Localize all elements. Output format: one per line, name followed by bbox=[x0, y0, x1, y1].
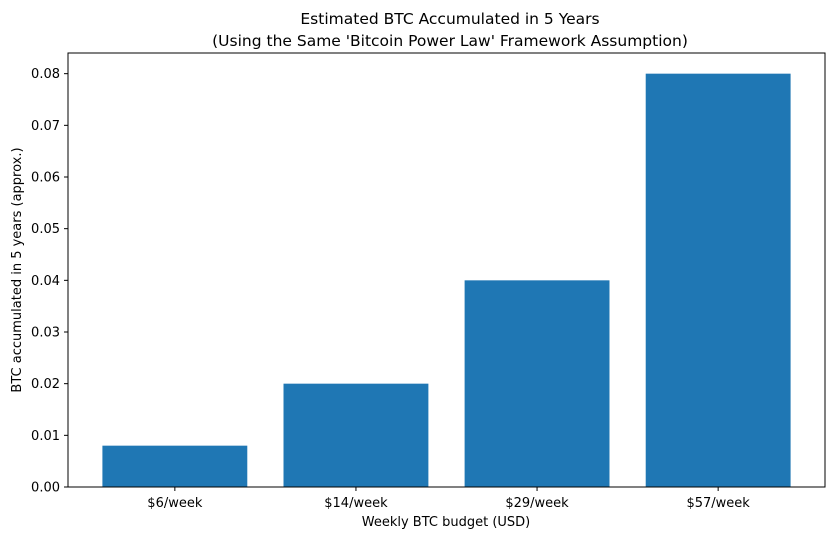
x-tick-label: $14/week bbox=[324, 496, 388, 511]
y-axis-label: BTC accumulated in 5 years (approx.) bbox=[10, 147, 25, 392]
y-tick-label: 0.03 bbox=[31, 326, 60, 341]
bar bbox=[283, 383, 429, 487]
chart-title: Estimated BTC Accumulated in 5 Years bbox=[300, 10, 599, 28]
bar bbox=[464, 280, 610, 487]
plot-frame bbox=[67, 52, 826, 488]
x-tick-label: $57/week bbox=[686, 496, 750, 511]
x-tick-label: $29/week bbox=[505, 496, 569, 511]
y-tick-label: 0.06 bbox=[31, 171, 60, 186]
bar bbox=[645, 73, 791, 488]
x-axis-label: Weekly BTC budget (USD) bbox=[362, 515, 531, 530]
y-tick-label: 0.04 bbox=[31, 274, 60, 289]
bar bbox=[102, 445, 248, 487]
y-tick-label: 0.07 bbox=[31, 119, 60, 134]
chart-subtitle: (Using the Same 'Bitcoin Power Law' Fram… bbox=[212, 32, 688, 50]
y-tick-label: 0.00 bbox=[31, 481, 60, 496]
x-tick-label: $6/week bbox=[147, 496, 203, 511]
bars-group bbox=[102, 73, 791, 488]
y-axis: 0.00 0.01 0.02 0.03 0.04 0.05 0.06 0.07 0.08 bbox=[31, 67, 68, 496]
y-tick-label: 0.05 bbox=[31, 222, 60, 237]
y-tick-label: 0.02 bbox=[31, 377, 60, 392]
y-tick-label: 0.01 bbox=[31, 429, 60, 444]
y-tick-label: 0.08 bbox=[31, 67, 60, 82]
x-axis: $6/week $14/week $29/week $57/week bbox=[147, 487, 750, 511]
